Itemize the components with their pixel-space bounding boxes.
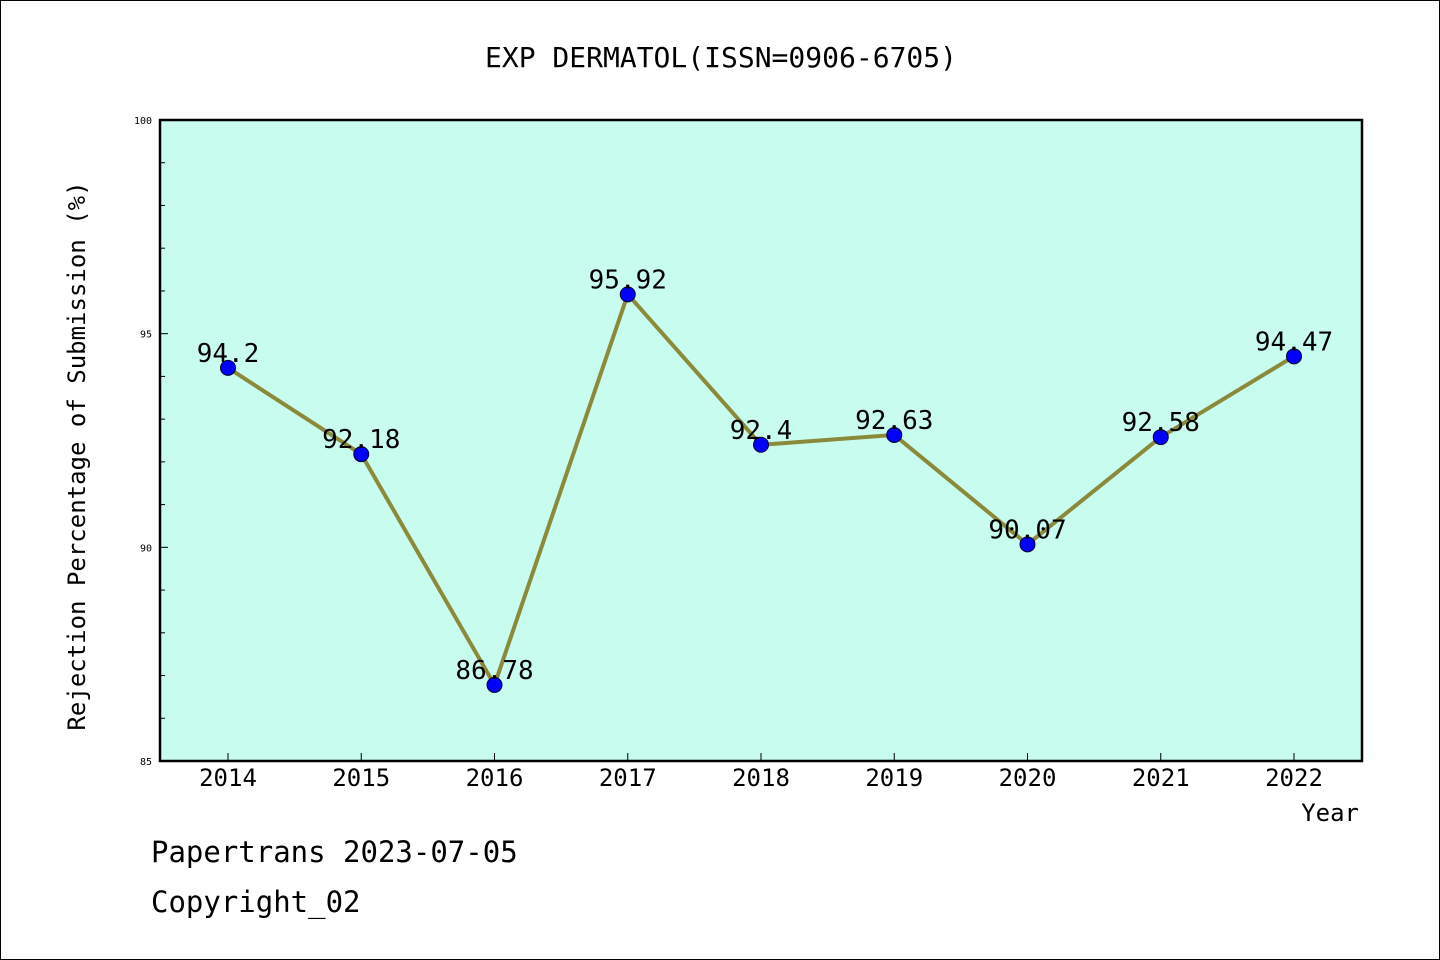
data-point <box>619 286 636 303</box>
x-tick-label: 2021 <box>1132 764 1190 792</box>
x-tick-label: 2019 <box>865 764 923 792</box>
x-tick-label: 2016 <box>466 764 524 792</box>
data-label: 94.47 <box>1255 327 1333 357</box>
x-tick-label: 2015 <box>332 764 390 792</box>
data-point <box>353 446 370 463</box>
y-tick-label: 100 <box>134 116 152 127</box>
data-label: 92.58 <box>1122 408 1200 438</box>
x-tick-label: 2020 <box>999 764 1057 792</box>
y-tick-label: 95 <box>140 330 152 341</box>
plot-border <box>158 118 1364 763</box>
x-tick-label: 2017 <box>599 764 657 792</box>
data-label: 86.78 <box>455 656 533 686</box>
data-point <box>753 436 769 453</box>
footer-source: Papertrans 2023-07-05 <box>151 835 518 869</box>
data-point <box>886 426 903 443</box>
x-tick-label: 2014 <box>199 764 257 792</box>
data-label: 90.07 <box>988 515 1066 545</box>
x-tick-label: 2018 <box>732 764 790 792</box>
data-point <box>1286 348 1302 365</box>
y-tick-label: 85 <box>140 757 152 768</box>
footer-copyright: Copyright_02 <box>151 885 361 919</box>
y-tick-label: 90 <box>140 543 152 554</box>
data-label: 92.63 <box>855 406 933 436</box>
chart-title: EXP DERMATOL(ISSN=0906-6705) <box>485 41 957 74</box>
data-point <box>1019 536 1036 553</box>
y-axis-label: Rejection Percentage of Submission (%) <box>63 181 91 730</box>
data-label: 92.4 <box>730 416 793 446</box>
data-point <box>1152 429 1169 446</box>
data-point <box>220 359 236 376</box>
x-axis-label: Year <box>1301 799 1359 827</box>
x-tick-label: 2022 <box>1265 764 1323 792</box>
data-label: 95.92 <box>589 265 667 295</box>
data-label: 92.18 <box>322 425 400 455</box>
data-label: 94.2 <box>197 339 260 369</box>
data-point <box>486 676 503 693</box>
